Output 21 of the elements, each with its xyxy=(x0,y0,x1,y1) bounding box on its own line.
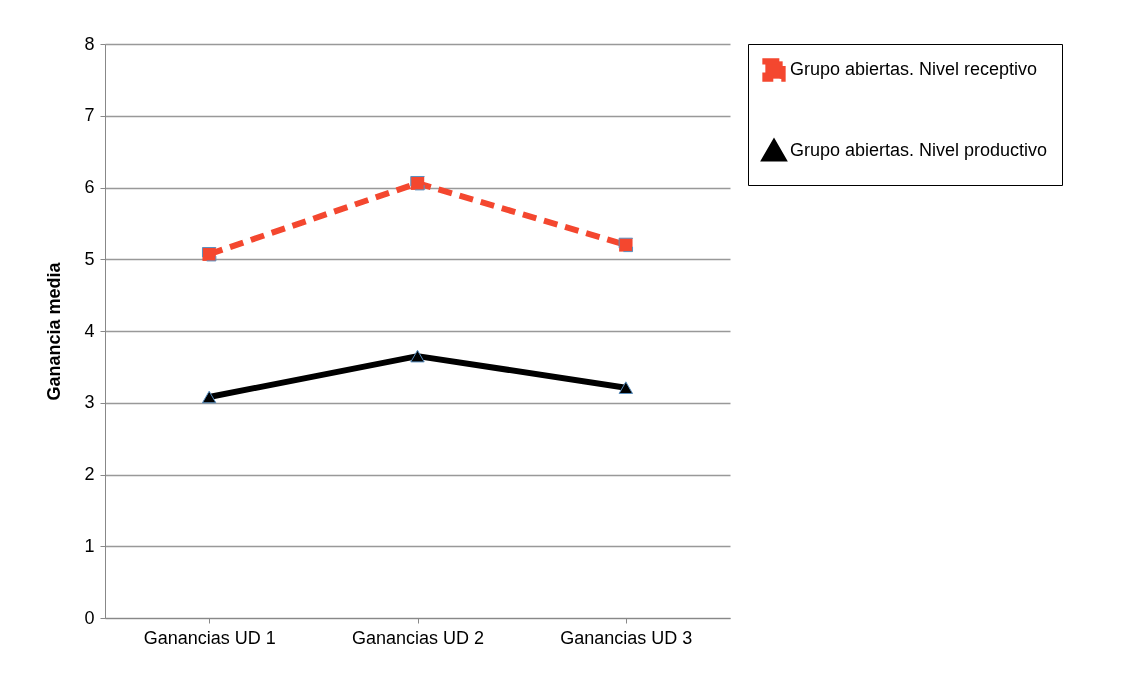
legend-label: Grupo abiertas. Nivel receptivo xyxy=(790,59,1038,79)
point xyxy=(618,381,634,394)
x-tick-label: Ganancias UD 3 xyxy=(560,627,693,648)
y-tick-label: 8 xyxy=(84,33,95,54)
point xyxy=(201,390,217,404)
point xyxy=(410,175,425,191)
y-tick-label: 5 xyxy=(84,248,95,269)
y-tick-label: 7 xyxy=(84,105,95,126)
point xyxy=(410,349,425,363)
y-tick-label: 6 xyxy=(84,177,95,197)
x-tick-label: Ganancias UD 2 xyxy=(351,627,485,648)
y-tick-label: 2 xyxy=(84,464,95,484)
y-tick-label: 3 xyxy=(84,392,95,413)
x-tick-label: Ganancias UD 1 xyxy=(143,627,276,648)
point xyxy=(618,237,634,253)
point xyxy=(201,247,217,262)
y-tick-label: 1 xyxy=(84,535,95,556)
y-tick-label: 0 xyxy=(84,607,95,628)
legend-label: Grupo abiertas. Nivel productivo xyxy=(790,140,1048,160)
y-tick-label: 4 xyxy=(84,320,95,341)
y-axis-title: Ganancia media xyxy=(44,261,65,401)
